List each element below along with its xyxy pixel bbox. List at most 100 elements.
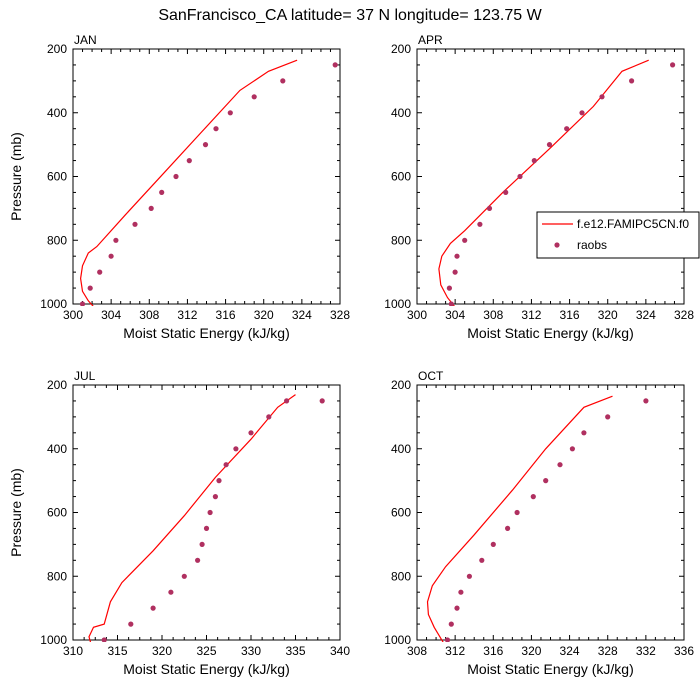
raobs-point: [454, 253, 460, 259]
raobs-point: [643, 398, 649, 404]
plot-area: [426, 395, 649, 642]
raobs-point: [670, 62, 676, 68]
raobs-point: [505, 525, 511, 532]
raobs-point: [503, 189, 509, 195]
raobs-point: [546, 142, 553, 148]
raobs-point: [564, 126, 570, 132]
raobs-point: [448, 301, 454, 306]
raobs-point: [216, 478, 222, 484]
raobs-point: [514, 509, 520, 516]
raobs-point: [517, 173, 523, 180]
raobs-point: [150, 605, 156, 611]
x-tick-label: 304: [445, 308, 465, 322]
y-tick-label: 1000: [40, 633, 67, 647]
x-tick-label: 308: [139, 308, 159, 322]
x-tick-label: 312: [521, 308, 541, 322]
raobs-point: [284, 398, 290, 404]
raobs-point: [199, 541, 205, 548]
x-axis-title: Moist Static Energy (kJ/kg): [123, 661, 290, 677]
raobs-point: [203, 525, 210, 532]
x-tick-label: 300: [63, 308, 83, 322]
raobs-point: [579, 110, 585, 116]
raobs-point: [452, 269, 458, 275]
raobs-point: [227, 110, 233, 116]
y-axis-title: Pressure (mb): [8, 468, 24, 557]
raobs-point: [446, 285, 452, 291]
x-tick-label: 316: [560, 308, 580, 322]
y-tick-label: 400: [391, 106, 411, 120]
raobs-point: [448, 621, 454, 627]
x-tick-label: 308: [483, 308, 503, 322]
model-series-line: [79, 59, 298, 306]
raobs-point: [202, 142, 209, 148]
y-tick-label: 800: [391, 233, 411, 247]
raobs-point: [605, 414, 611, 420]
x-tick-label: 320: [598, 308, 618, 322]
raobs-point: [581, 430, 587, 436]
raobs-point: [233, 446, 239, 452]
legend-marker-swatch: [554, 242, 560, 248]
plot-area: [79, 59, 338, 306]
y-tick-label: 800: [47, 233, 67, 247]
legend-box: [536, 211, 700, 259]
y-tick-label: 800: [391, 569, 411, 583]
raobs-point: [629, 78, 635, 84]
raobs-point: [479, 557, 485, 563]
raobs-point: [207, 509, 213, 516]
model-series-line: [426, 395, 613, 642]
panels-group: 300 304 308 312 316 320 324 328 200 400 600 800 1000…: [8, 33, 694, 677]
raobs-point: [599, 94, 605, 100]
raobs-point: [486, 205, 493, 211]
x-tick-label: 324: [636, 308, 656, 322]
raobs-point: [458, 589, 464, 595]
raobs-point: [79, 301, 86, 306]
raobs-point: [101, 637, 107, 642]
x-tick-label: 300: [407, 308, 427, 322]
x-tick-label: 320: [254, 308, 274, 322]
raobs-point: [543, 478, 549, 484]
raobs-point: [212, 494, 218, 500]
legend-model-label: f.e12.FAMIPC5CN.f0: [577, 217, 689, 231]
raobs-point: [557, 462, 563, 468]
y-tick-label: 600: [47, 506, 67, 520]
raobs-point: [181, 573, 187, 579]
x-tick-label: 336: [674, 644, 694, 658]
chart-panel-apr: 300 304 308 312 316 320 324 328 200 400 600 800 1000…: [384, 33, 694, 341]
x-tick-label: 308: [407, 644, 427, 658]
raobs-point: [87, 285, 93, 291]
y-tick-label: 1000: [384, 633, 411, 647]
raobs-point: [454, 605, 460, 611]
chart-panel-jul: 310 315 320 325 330 335 340 200 400 600 800 1000 JUL…: [8, 369, 350, 677]
plot-area: [438, 59, 676, 306]
raobs-point: [148, 205, 154, 211]
x-tick-label: 328: [598, 644, 618, 658]
y-tick-label: 1000: [40, 297, 67, 311]
y-tick-label: 600: [47, 170, 67, 184]
x-tick-label: 340: [330, 644, 350, 658]
x-axis-title: Moist Static Energy (kJ/kg): [123, 325, 290, 341]
raobs-point: [266, 414, 272, 420]
y-tick-label: 600: [391, 170, 411, 184]
raobs-point: [466, 573, 472, 579]
raobs-point: [531, 158, 537, 164]
y-axis-title: Pressure (mb): [8, 132, 24, 221]
raobs-point: [490, 541, 496, 548]
raobs-point: [132, 221, 138, 227]
chart-panel-oct: 308 312 316 320 324 328 332 336 200 400 600 800 1000…: [384, 369, 694, 677]
x-tick-label: 312: [177, 308, 197, 322]
raobs-point: [477, 221, 483, 227]
raobs-point: [113, 237, 119, 243]
raobs-point: [223, 462, 229, 468]
raobs-point: [280, 78, 286, 84]
plot-area: [88, 394, 325, 642]
raobs-point: [128, 621, 134, 627]
raobs-point: [462, 237, 468, 243]
legend-obs-label: raobs: [577, 238, 607, 252]
raobs-point: [108, 253, 114, 259]
panel-label: JAN: [74, 33, 97, 47]
panel-label: APR: [418, 33, 443, 47]
model-series-line: [438, 59, 649, 306]
plot-frame: [72, 48, 341, 305]
raobs-point: [332, 62, 338, 68]
